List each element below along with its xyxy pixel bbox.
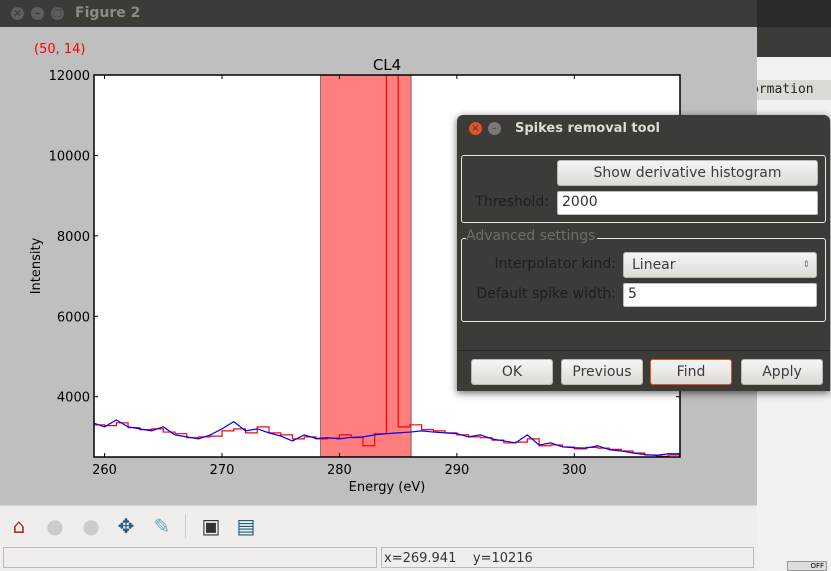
selected-span <box>320 74 412 458</box>
status-bar: x=269.941 y=10216 <box>0 545 757 571</box>
y-axis-label: Intensity <box>29 237 44 294</box>
spinner-arrows-icon: ⇕ <box>802 260 810 270</box>
series-line-1 <box>94 419 680 456</box>
pick-label: (50, 14) <box>34 42 86 57</box>
forward-icon[interactable]: ● <box>82 514 100 538</box>
x-tick-label: 290 <box>444 463 469 478</box>
y-tick-label: 12000 <box>49 69 90 84</box>
off-toggle[interactable]: OFF <box>787 561 827 571</box>
x-tick-label: 270 <box>210 463 235 478</box>
find-button[interactable]: Find <box>650 359 732 385</box>
title-bar: × – □ Figure 2 <box>0 0 757 27</box>
advanced-settings-title: Advanced settings <box>466 228 598 244</box>
threshold-group <box>461 155 826 223</box>
ok-button[interactable]: OK <box>471 359 553 385</box>
back-icon[interactable]: ● <box>46 514 64 538</box>
threshold-label: Threshold: <box>475 194 549 210</box>
cursor-coordinates: x=269.941 y=10216 <box>381 547 754 568</box>
window-title: Figure 2 <box>75 5 141 21</box>
default-spike-width-input[interactable]: 5 <box>623 283 817 307</box>
apply-button[interactable]: Apply <box>741 359 823 385</box>
status-message <box>3 547 377 568</box>
x-tick-label: 260 <box>92 463 117 478</box>
minimize-icon[interactable]: – <box>31 7 44 20</box>
show-derivative-histogram-button[interactable]: Show derivative histogram <box>557 160 818 186</box>
maximize-icon[interactable]: □ <box>51 7 64 20</box>
cursor-x: x=269.941 <box>384 551 457 566</box>
toolbar-separator <box>185 514 186 538</box>
interpolator-kind-value: Linear <box>632 257 676 273</box>
subplots-icon[interactable]: ▣ <box>201 514 221 538</box>
zoom-icon[interactable]: ✎ <box>153 514 171 538</box>
x-tick-label: 280 <box>327 463 352 478</box>
x-tick-label: 300 <box>562 463 587 478</box>
figure-window: × – □ Figure 2 (50, 14) 260 270 280 290 300 4… <box>0 0 757 571</box>
advanced-settings-group <box>461 238 826 322</box>
interpolator-kind-select[interactable]: Linear ⇕ <box>623 252 817 278</box>
save-icon[interactable]: ▤ <box>236 514 256 538</box>
pan-icon[interactable]: ✥ <box>117 514 135 538</box>
minimize-icon[interactable]: – <box>488 122 501 135</box>
background-text: ormation <box>751 80 831 100</box>
y-tick-label: 4000 <box>57 391 90 406</box>
y-tick-label: 6000 <box>57 310 90 325</box>
dialog-title: Spikes removal tool <box>515 121 660 136</box>
spikes-removal-dialog: × – Spikes removal tool Show derivative … <box>457 115 830 391</box>
divider <box>457 350 830 351</box>
previous-button[interactable]: Previous <box>561 359 643 385</box>
navigation-toolbar: ⌂ ● ● ✥ ✎ ▣ ▤ <box>0 505 757 545</box>
cursor-y: y=10216 <box>472 551 533 566</box>
x-axis-label: Energy (eV) <box>349 480 426 495</box>
default-spike-width-label: Default spike width: <box>476 286 616 302</box>
y-tick-label: 8000 <box>57 230 90 245</box>
interpolator-kind-label: Interpolator kind: <box>494 256 616 272</box>
close-icon[interactable]: × <box>11 7 24 20</box>
threshold-input[interactable]: 2000 <box>557 191 818 215</box>
y-tick-label: 10000 <box>49 149 90 164</box>
home-icon[interactable]: ⌂ <box>12 514 26 538</box>
close-icon[interactable]: × <box>469 122 482 135</box>
chart-title: CL4 <box>373 56 401 74</box>
